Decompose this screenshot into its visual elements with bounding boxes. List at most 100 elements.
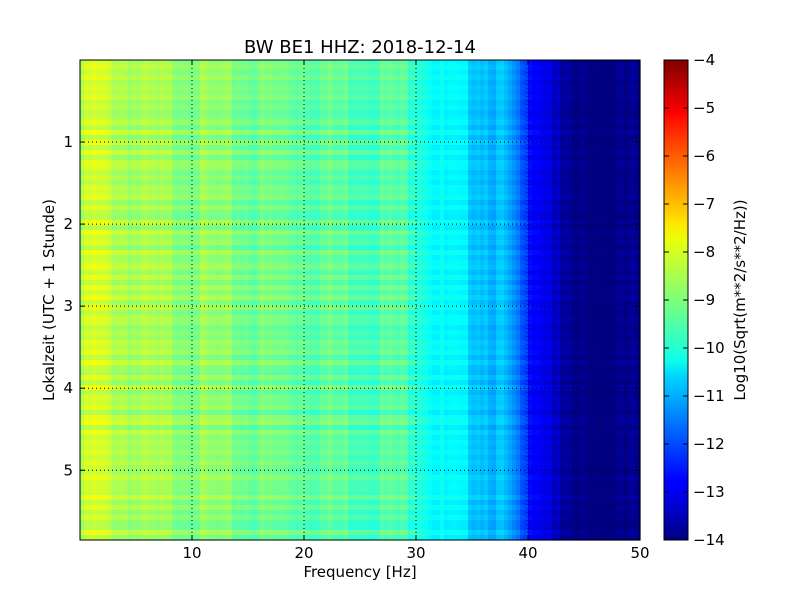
- heatmap-cell: [504, 175, 509, 181]
- heatmap-cell: [360, 105, 365, 111]
- heatmap-cell: [392, 230, 397, 236]
- heatmap-cell: [444, 135, 449, 141]
- heatmap-cell: [572, 80, 577, 86]
- heatmap-cell: [296, 195, 301, 201]
- heatmap-cell: [568, 215, 573, 221]
- heatmap-cell: [360, 190, 365, 196]
- heatmap-cell: [444, 205, 449, 211]
- heatmap-cell: [492, 160, 497, 166]
- heatmap-cell: [168, 85, 173, 91]
- heatmap-cell: [336, 135, 341, 141]
- heatmap-cell: [280, 95, 285, 101]
- heatmap-cell: [148, 225, 153, 231]
- heatmap-cell: [356, 150, 361, 156]
- heatmap-cell: [408, 215, 413, 221]
- heatmap-cell: [160, 200, 165, 206]
- heatmap-cell: [572, 65, 577, 71]
- heatmap-cell: [508, 195, 513, 201]
- heatmap-cell: [488, 145, 493, 151]
- heatmap-cell: [120, 220, 125, 226]
- heatmap-cell: [372, 110, 377, 116]
- heatmap-cell: [428, 120, 433, 126]
- heatmap-cell: [308, 110, 313, 116]
- heatmap-cell: [480, 115, 485, 121]
- heatmap-cell: [252, 115, 257, 121]
- heatmap-cell: [196, 160, 201, 166]
- heatmap-cell: [192, 200, 197, 206]
- heatmap-cell: [268, 235, 273, 241]
- heatmap-cell: [260, 220, 265, 226]
- heatmap-cell: [252, 185, 257, 191]
- heatmap-cell: [424, 150, 429, 156]
- heatmap-cell: [500, 60, 505, 66]
- chart-title: BW BE1 HHZ: 2018-12-14: [244, 37, 476, 58]
- heatmap-cell: [184, 200, 189, 206]
- heatmap-cell: [544, 175, 549, 181]
- heatmap-cell: [112, 170, 117, 176]
- heatmap-cell: [364, 75, 369, 81]
- heatmap-cell: [548, 150, 553, 156]
- heatmap-cell: [472, 195, 477, 201]
- heatmap-cell: [568, 105, 573, 111]
- heatmap-cell: [488, 210, 493, 216]
- heatmap-cell: [540, 210, 545, 216]
- heatmap-cell: [580, 150, 585, 156]
- heatmap-cell: [436, 100, 441, 106]
- heatmap-cell: [604, 75, 609, 81]
- heatmap-cell: [212, 185, 217, 191]
- heatmap-cell: [256, 205, 261, 211]
- heatmap-cell: [100, 165, 105, 171]
- heatmap-cell: [636, 70, 641, 76]
- heatmap-cell: [216, 145, 221, 151]
- heatmap-cell: [488, 75, 493, 81]
- heatmap-cell: [268, 105, 273, 111]
- heatmap-cell: [264, 85, 269, 91]
- heatmap-cell: [128, 200, 133, 206]
- heatmap-cell: [432, 195, 437, 201]
- heatmap-cell: [348, 75, 353, 81]
- heatmap-cell: [420, 150, 425, 156]
- heatmap-cell: [580, 70, 585, 76]
- heatmap-cell: [344, 70, 349, 76]
- heatmap-cell: [84, 150, 89, 156]
- heatmap-cell: [576, 225, 581, 231]
- heatmap-cell: [476, 120, 481, 126]
- heatmap-cell: [112, 235, 117, 241]
- heatmap-cell: [404, 160, 409, 166]
- heatmap-cell: [144, 100, 149, 106]
- heatmap-cell: [508, 140, 513, 146]
- heatmap-cell: [632, 200, 637, 206]
- heatmap-cell: [428, 70, 433, 76]
- heatmap-cell: [624, 185, 629, 191]
- heatmap-cell: [252, 90, 257, 96]
- heatmap-cell: [172, 210, 177, 216]
- heatmap-cell: [632, 160, 637, 166]
- heatmap-cell: [408, 170, 413, 176]
- heatmap-cell: [132, 120, 137, 126]
- heatmap-cell: [332, 135, 337, 141]
- heatmap-cell: [608, 180, 613, 186]
- heatmap-cell: [440, 65, 445, 71]
- heatmap-cell: [220, 115, 225, 121]
- heatmap-cell: [308, 70, 313, 76]
- heatmap-cell: [108, 195, 113, 201]
- heatmap-cell: [172, 195, 177, 201]
- heatmap-cell: [544, 140, 549, 146]
- heatmap-cell: [224, 180, 229, 186]
- heatmap-cell: [216, 60, 221, 66]
- heatmap-cell: [176, 135, 181, 141]
- heatmap-cell: [152, 125, 157, 131]
- heatmap-cell: [100, 145, 105, 151]
- heatmap-cell: [504, 185, 509, 191]
- heatmap-cell: [268, 115, 273, 121]
- heatmap-cell: [480, 190, 485, 196]
- heatmap-cell: [368, 85, 373, 91]
- heatmap-cell: [468, 75, 473, 81]
- heatmap-cell: [280, 155, 285, 161]
- heatmap-cell: [572, 110, 577, 116]
- heatmap-cell: [292, 125, 297, 131]
- heatmap-cell: [280, 135, 285, 141]
- heatmap-cell: [160, 170, 165, 176]
- heatmap-cell: [372, 225, 377, 231]
